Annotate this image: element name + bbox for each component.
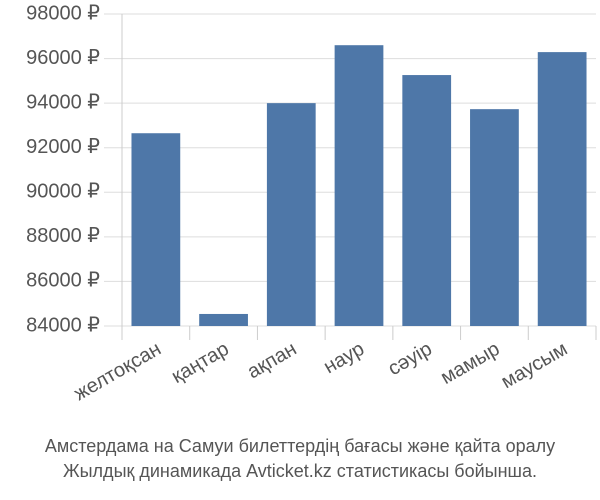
x-tick-label: сәуір (384, 338, 435, 380)
bar (402, 75, 452, 326)
y-tick-label: 88000 ₽ (26, 225, 100, 247)
bar (131, 133, 181, 326)
x-tick-label: маусым (497, 338, 571, 393)
y-tick-label: 90000 ₽ (26, 181, 100, 203)
y-tick-label: 96000 ₽ (26, 47, 100, 69)
x-tick-label: қаңтар (168, 338, 233, 388)
bar (537, 52, 587, 326)
x-tick-label: наур (320, 338, 368, 378)
x-tick-label: желтоқсан (70, 338, 165, 405)
chart-title: Амстердама на Самуи билеттердің бағасы ж… (45, 436, 555, 456)
y-tick-label: 86000 ₽ (26, 270, 100, 292)
y-tick-label: 84000 ₽ (26, 314, 100, 336)
y-tick-label: 94000 ₽ (26, 91, 100, 113)
bar (266, 103, 316, 327)
bar (470, 109, 519, 326)
bar (199, 313, 248, 326)
y-tick-label: 92000 ₽ (26, 136, 100, 158)
x-tick-label: ақпан (244, 338, 301, 383)
bar (334, 45, 384, 326)
chart-subtitle: Жылдық динамикада Avticket.kz статистика… (63, 461, 537, 481)
y-tick-label: 98000 ₽ (26, 2, 100, 24)
x-tick-label: мамыр (437, 338, 504, 389)
